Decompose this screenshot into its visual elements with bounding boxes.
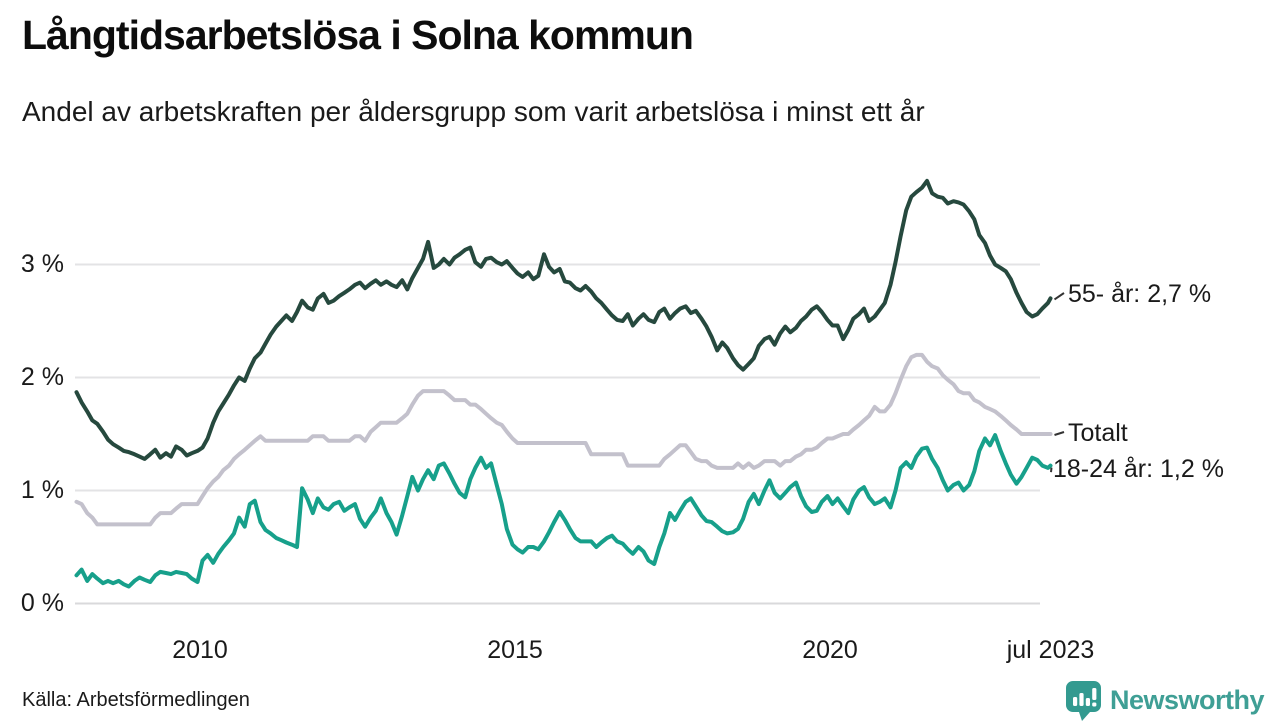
- series-label-55-ar: 55- år: 2,7 %: [1068, 280, 1212, 308]
- label-connector-55-ar: [1053, 292, 1065, 301]
- newsworthy-bar-chart-icon: [1065, 681, 1101, 721]
- label-connector-18-24-ar: [1050, 467, 1053, 473]
- y-axis-label-1: 1 %: [20, 475, 64, 504]
- x-axis-label-2010: 2010: [172, 636, 228, 664]
- label-connector-totalt: [1054, 431, 1065, 436]
- series-label-18-24-ar: 18-24 år: 1,2 %: [1053, 455, 1224, 484]
- series-line-55-ar: [74, 178, 1053, 461]
- source-note: Källa: Arbetsförmedlingen: [22, 689, 250, 711]
- series-label-totalt: Totalt: [1068, 419, 1128, 447]
- newsworthy-wordmark: Newsworthy: [1109, 685, 1265, 715]
- y-axis-label-3: 3 %: [20, 249, 64, 278]
- series-line-totalt: [74, 352, 1053, 527]
- y-axis-label-0: 0 %: [20, 588, 64, 617]
- page-title: Långtidsarbetslösa i Solna kommun: [22, 12, 694, 58]
- series-line-18-24-ar: [74, 433, 1053, 589]
- y-axis-label-2: 2 %: [20, 362, 64, 391]
- x-axis-label-2015: 2015: [487, 636, 543, 664]
- x-axis-label-jul-2023: jul 2023: [1006, 636, 1095, 664]
- x-axis-label-2020: 2020: [802, 636, 858, 664]
- chart-subtitle: Andel av arbetskraften per åldersgrupp s…: [22, 96, 925, 127]
- newsworthy-logo: Newsworthy: [1065, 680, 1265, 721]
